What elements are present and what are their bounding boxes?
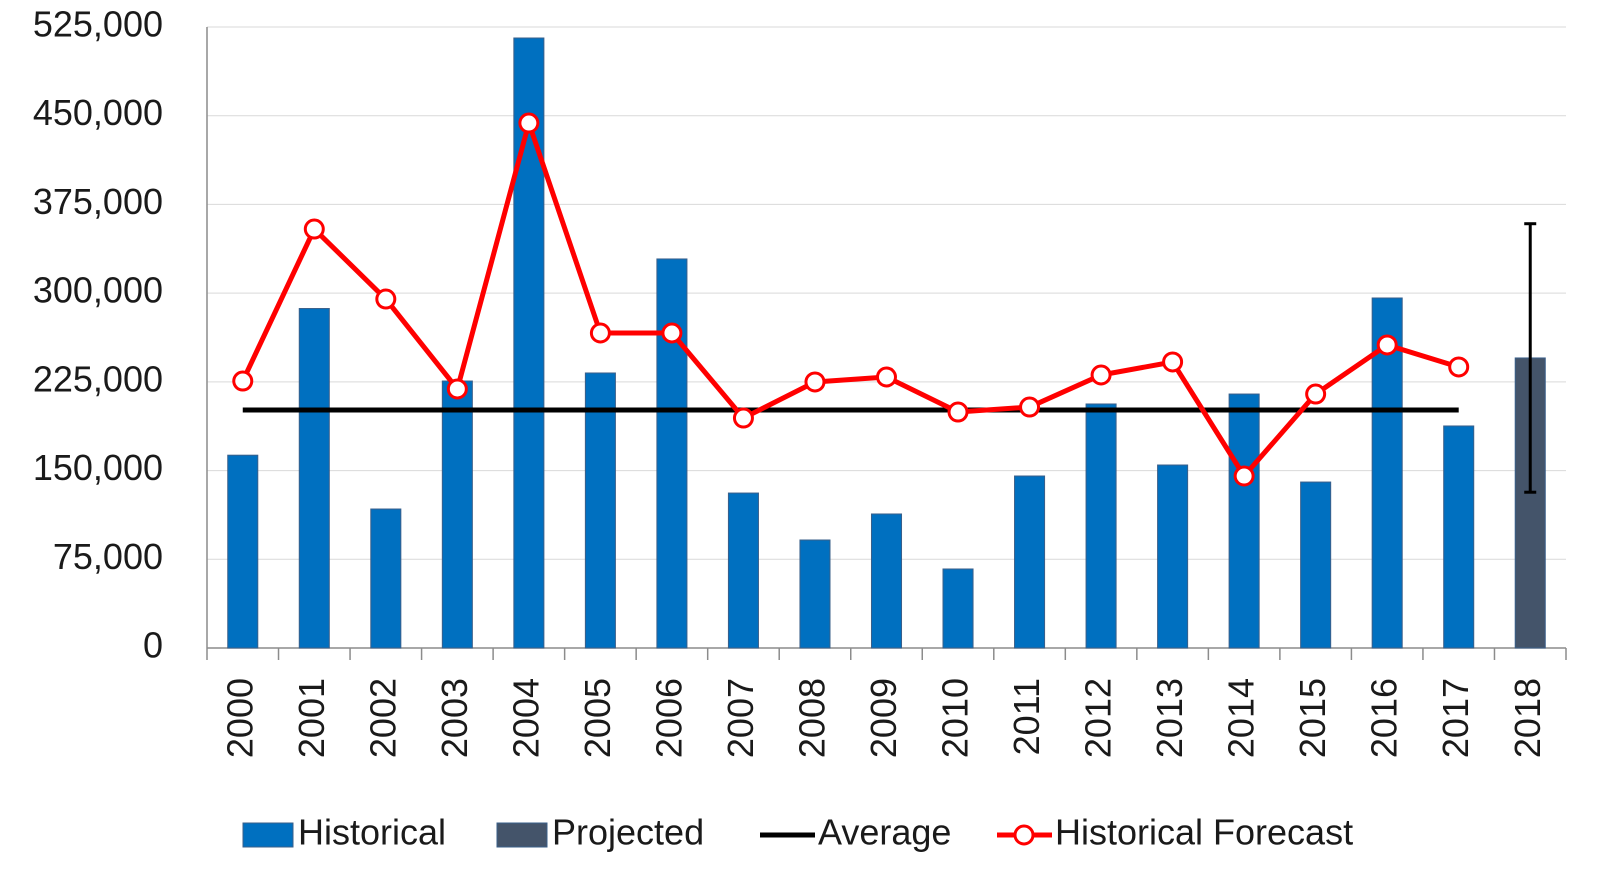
marker bbox=[303, 218, 325, 240]
marker bbox=[661, 322, 683, 344]
bar bbox=[1157, 464, 1189, 649]
bar bbox=[441, 380, 473, 649]
bar bbox=[370, 508, 402, 649]
y-tick-label: 75,000 bbox=[53, 536, 163, 577]
x-tick-label: 2000 bbox=[219, 678, 260, 758]
bar bbox=[1443, 425, 1475, 649]
x-tick-label: 2008 bbox=[791, 678, 832, 758]
y-tick-label: 375,000 bbox=[33, 181, 163, 222]
marker bbox=[1233, 465, 1255, 487]
x-tick-label: 2003 bbox=[434, 678, 475, 758]
y-tick-label: 300,000 bbox=[33, 270, 163, 311]
y-tick-label: 225,000 bbox=[33, 358, 163, 399]
x-tick-label: 2007 bbox=[720, 678, 761, 758]
marker bbox=[804, 371, 826, 393]
marker bbox=[1448, 356, 1470, 378]
bar bbox=[1300, 481, 1332, 649]
x-tick-label: 2011 bbox=[1006, 678, 1047, 755]
marker bbox=[446, 378, 468, 400]
x-tick-label: 2014 bbox=[1221, 678, 1262, 758]
y-tick-label: 0 bbox=[143, 625, 163, 666]
marker bbox=[1162, 351, 1184, 373]
x-tick-label: 2002 bbox=[362, 678, 403, 758]
x-tick-label: 2005 bbox=[577, 678, 618, 758]
marker bbox=[1305, 383, 1327, 405]
marker bbox=[876, 366, 897, 388]
legend-marker bbox=[1013, 824, 1035, 846]
bar bbox=[584, 372, 616, 649]
legend-label: Historical Forecast bbox=[1055, 812, 1353, 853]
error-bar bbox=[1524, 222, 1537, 494]
x-tick-label: 2010 bbox=[935, 678, 976, 758]
x-tick-label: 2018 bbox=[1507, 678, 1548, 758]
marker bbox=[589, 322, 611, 344]
marker bbox=[1090, 364, 1112, 386]
bar bbox=[656, 258, 688, 649]
y-tick-label: 525,000 bbox=[33, 4, 163, 45]
x-tick-label: 2012 bbox=[1078, 678, 1119, 758]
x-tick-label: 2009 bbox=[863, 678, 904, 758]
marker bbox=[232, 370, 254, 392]
legend-label: Average bbox=[818, 812, 951, 853]
marker bbox=[375, 288, 397, 310]
bar bbox=[513, 37, 545, 649]
bar bbox=[227, 454, 259, 649]
bar bbox=[799, 539, 831, 649]
bar bbox=[942, 568, 974, 649]
bar bbox=[727, 492, 759, 649]
marker bbox=[518, 112, 540, 134]
bar bbox=[298, 308, 330, 649]
bar bbox=[1014, 475, 1046, 649]
marker bbox=[1019, 396, 1041, 418]
marker bbox=[947, 401, 969, 423]
line bbox=[240, 120, 1460, 479]
x-tick-label: 2017 bbox=[1435, 678, 1476, 758]
legend-label: Historical bbox=[298, 812, 446, 853]
y-tick-label: 150,000 bbox=[33, 447, 163, 488]
legend-label: Projected bbox=[552, 812, 704, 853]
legend-swatch bbox=[242, 822, 294, 848]
bar bbox=[1371, 297, 1403, 649]
bar bbox=[1228, 393, 1260, 649]
x-tick-label: 2016 bbox=[1364, 678, 1405, 758]
x-tick-label: 2013 bbox=[1149, 678, 1190, 758]
bar bbox=[1085, 403, 1117, 649]
bar bbox=[870, 513, 903, 649]
legend-swatch bbox=[496, 822, 548, 848]
x-tick-label: 2015 bbox=[1292, 678, 1333, 758]
y-tick-label: 450,000 bbox=[33, 92, 163, 133]
marker bbox=[732, 407, 754, 429]
x-tick-label: 2006 bbox=[648, 678, 689, 758]
x-tick-label: 2004 bbox=[505, 678, 546, 758]
x-tick-label: 2001 bbox=[291, 678, 332, 758]
marker bbox=[1376, 334, 1398, 356]
